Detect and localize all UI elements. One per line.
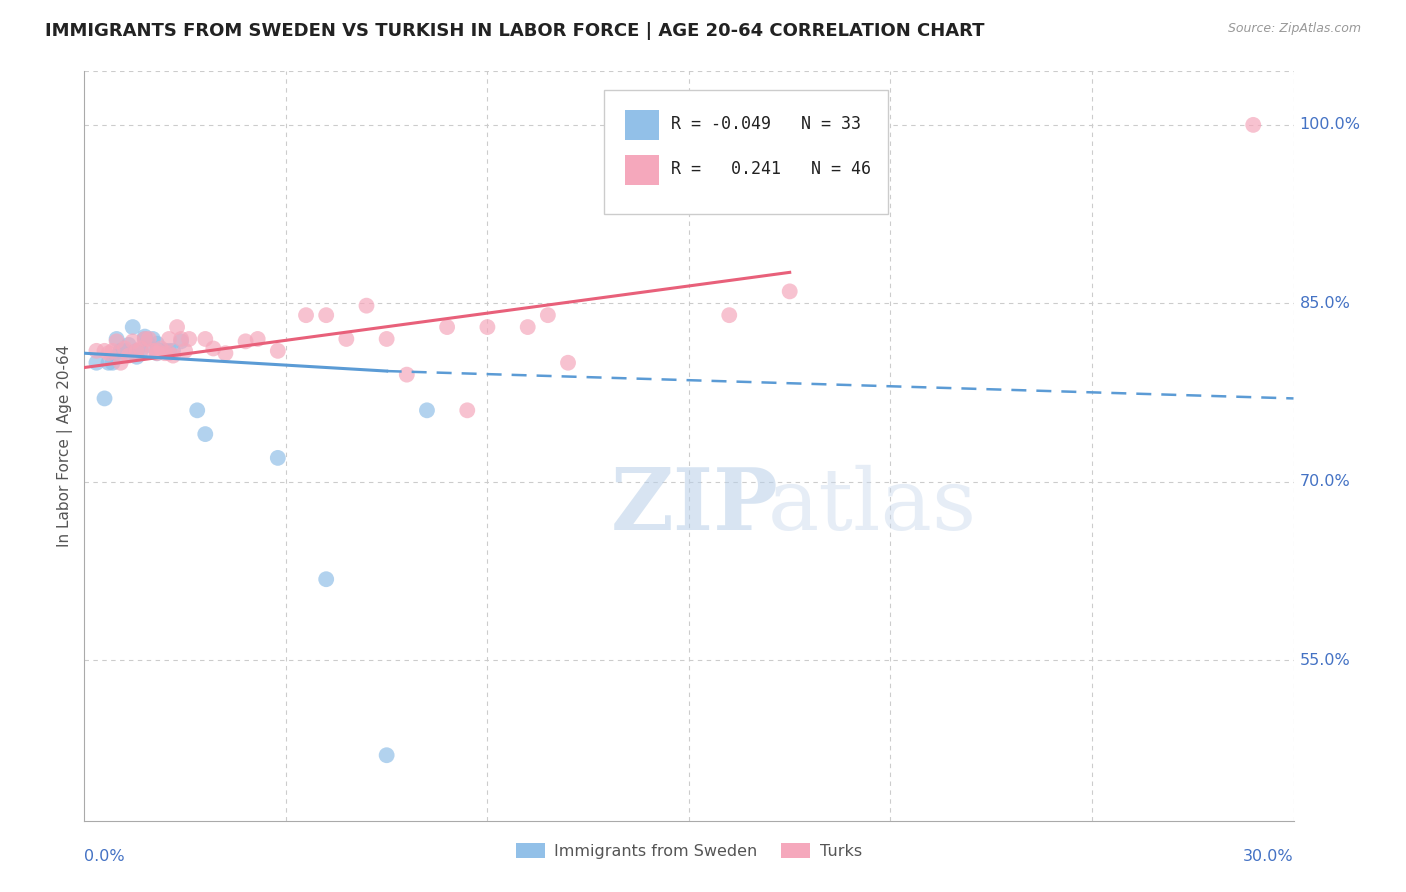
- Point: [416, 403, 439, 417]
- Text: atlas: atlas: [768, 465, 977, 548]
- Point: [375, 332, 398, 346]
- Point: [335, 332, 357, 346]
- Point: [125, 343, 148, 358]
- Text: 0.0%: 0.0%: [84, 849, 125, 864]
- Bar: [624, 111, 659, 140]
- Point: [93, 392, 115, 406]
- Point: [110, 356, 132, 370]
- Point: [121, 334, 143, 349]
- Point: [516, 320, 538, 334]
- Text: Source: ZipAtlas.com: Source: ZipAtlas.com: [1227, 22, 1361, 36]
- Point: [186, 403, 208, 417]
- Point: [153, 346, 176, 360]
- Point: [267, 343, 290, 358]
- Text: 30.0%: 30.0%: [1243, 849, 1294, 864]
- Point: [134, 332, 156, 346]
- Point: [436, 320, 458, 334]
- Point: [356, 299, 378, 313]
- Point: [86, 356, 108, 370]
- Point: [105, 350, 128, 364]
- Point: [315, 572, 337, 586]
- Point: [170, 334, 193, 349]
- Point: [138, 338, 160, 352]
- Point: [456, 403, 478, 417]
- Point: [110, 343, 132, 358]
- Point: [93, 343, 115, 358]
- Point: [121, 320, 143, 334]
- Point: [101, 343, 124, 358]
- Point: [477, 320, 499, 334]
- Point: [142, 343, 165, 358]
- Point: [166, 320, 188, 334]
- Point: [105, 334, 128, 349]
- Point: [142, 332, 165, 346]
- Point: [174, 343, 197, 358]
- Point: [110, 343, 132, 358]
- Text: 70.0%: 70.0%: [1299, 475, 1350, 489]
- Point: [118, 349, 141, 363]
- Point: [214, 346, 236, 360]
- Point: [149, 342, 172, 356]
- Point: [149, 343, 172, 358]
- Point: [267, 450, 290, 465]
- Point: [1241, 118, 1264, 132]
- Y-axis label: In Labor Force | Age 20-64: In Labor Force | Age 20-64: [58, 345, 73, 547]
- Point: [101, 356, 124, 370]
- Point: [118, 338, 141, 352]
- Point: [86, 343, 108, 358]
- Point: [125, 350, 148, 364]
- Point: [194, 332, 217, 346]
- Point: [162, 349, 184, 363]
- Point: [118, 346, 141, 360]
- Point: [153, 343, 176, 358]
- Point: [246, 332, 269, 346]
- Point: [129, 343, 152, 358]
- Point: [295, 308, 318, 322]
- Point: [157, 343, 180, 358]
- Point: [162, 343, 184, 358]
- Point: [129, 342, 152, 356]
- Point: [179, 332, 201, 346]
- Point: [557, 356, 579, 370]
- Text: 85.0%: 85.0%: [1299, 296, 1350, 310]
- Point: [97, 356, 120, 370]
- Point: [235, 334, 257, 349]
- Point: [105, 332, 128, 346]
- Point: [537, 308, 560, 322]
- Point: [315, 308, 337, 322]
- Point: [146, 343, 169, 358]
- Point: [645, 165, 668, 179]
- Point: [157, 332, 180, 346]
- Point: [202, 342, 225, 356]
- Point: [134, 329, 156, 343]
- Point: [170, 332, 193, 346]
- Text: 100.0%: 100.0%: [1299, 118, 1361, 132]
- Point: [718, 308, 741, 322]
- Point: [125, 343, 148, 358]
- Legend: Immigrants from Sweden, Turks: Immigrants from Sweden, Turks: [508, 835, 870, 867]
- Point: [114, 342, 136, 356]
- Point: [138, 332, 160, 346]
- Point: [157, 346, 180, 360]
- Bar: [624, 155, 659, 186]
- Point: [146, 346, 169, 360]
- Point: [779, 285, 801, 299]
- Point: [134, 332, 156, 346]
- Text: ZIP: ZIP: [610, 464, 778, 548]
- FancyBboxPatch shape: [605, 90, 889, 214]
- Text: R =   0.241   N = 46: R = 0.241 N = 46: [671, 160, 870, 178]
- Point: [146, 336, 169, 351]
- Point: [146, 346, 169, 360]
- Text: 55.0%: 55.0%: [1299, 653, 1350, 667]
- Point: [97, 346, 120, 360]
- Text: R = -0.049   N = 33: R = -0.049 N = 33: [671, 115, 860, 133]
- Point: [114, 343, 136, 358]
- Text: IMMIGRANTS FROM SWEDEN VS TURKISH IN LABOR FORCE | AGE 20-64 CORRELATION CHART: IMMIGRANTS FROM SWEDEN VS TURKISH IN LAB…: [45, 22, 984, 40]
- Point: [194, 427, 217, 442]
- Point: [395, 368, 418, 382]
- Point: [375, 748, 398, 763]
